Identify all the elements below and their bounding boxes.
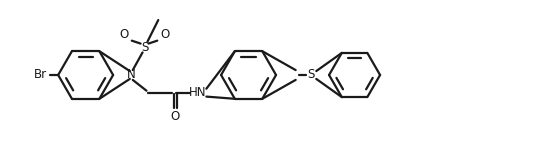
- Text: Br: Br: [34, 69, 47, 81]
- Text: O: O: [119, 28, 129, 41]
- Text: N: N: [126, 69, 135, 81]
- Text: O: O: [160, 28, 170, 41]
- Text: S: S: [141, 41, 148, 54]
- Text: O: O: [170, 110, 179, 123]
- Text: S: S: [307, 69, 315, 81]
- Text: HN: HN: [189, 86, 206, 99]
